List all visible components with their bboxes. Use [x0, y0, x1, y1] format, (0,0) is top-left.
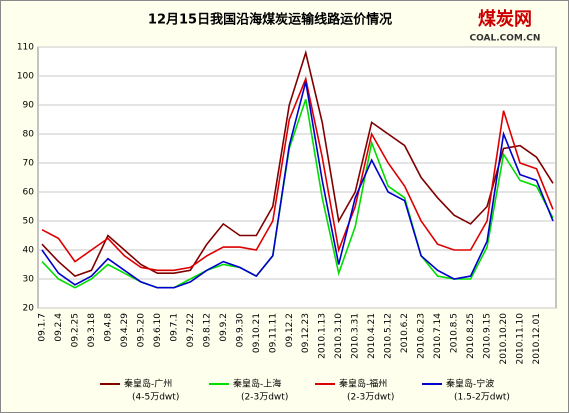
- x-tick-label: 09.7.22: [186, 313, 196, 347]
- x-tick-label: 2010.5.12: [384, 313, 394, 359]
- x-tick-label: 09.3.18: [87, 313, 97, 348]
- x-tick-label: 09.4.29: [120, 313, 130, 348]
- legend-note: (4-5万dwt): [132, 393, 179, 403]
- legend-note: (2-3万dwt): [347, 393, 394, 403]
- logo-url: COAL.COM.CN: [470, 34, 541, 44]
- logo-name: 煤炭网: [478, 8, 532, 30]
- chart-title: 12月15日我国沿海煤炭运输线路运价情况: [148, 12, 392, 28]
- y-tick-label: 90: [23, 101, 35, 111]
- x-tick-label: 2010.8.25: [466, 313, 476, 359]
- x-tick-label: 2010.3.10: [334, 313, 344, 359]
- legend-label: 秦皇岛-广州: [124, 378, 172, 390]
- y-tick-label: 70: [23, 159, 35, 169]
- legend-label: 秦皇岛-上海: [233, 378, 281, 390]
- x-tick-label: 2010.1.13: [318, 313, 328, 359]
- y-tick-label: 30: [23, 275, 35, 285]
- x-tick-label: 2010.6.23: [417, 313, 427, 359]
- legend-note: (2-3万dwt): [241, 393, 288, 403]
- series-line: [41, 98, 554, 289]
- x-tick-label: 09.12.23: [301, 313, 311, 353]
- legend-note: (1.5-2万dwt): [454, 393, 510, 403]
- y-tick-label: 50: [23, 217, 35, 227]
- x-tick-label: 09.8.12: [202, 313, 212, 347]
- legend-label: 秦皇岛-宁波: [446, 378, 494, 390]
- x-tick-label: 09.12.2: [285, 313, 295, 347]
- x-tick-label: 09.7.1: [169, 313, 179, 342]
- y-tick-label: 40: [23, 246, 35, 256]
- plot-area: [37, 46, 557, 309]
- x-tick-label: 09.11.11: [268, 313, 278, 353]
- legend-label: 秦皇岛-福州: [339, 378, 387, 390]
- x-tick-label: 09.4.8: [103, 313, 113, 342]
- x-tick-label: 09.1.7: [38, 313, 48, 342]
- x-tick-label: 2010.6.2: [400, 313, 410, 353]
- series-line: [41, 76, 554, 272]
- y-tick-label: 60: [23, 188, 35, 198]
- x-tick-label: 09.10.21: [252, 313, 262, 353]
- y-tick-label: 100: [17, 72, 34, 82]
- x-tick-label: 2010.11.10: [516, 313, 526, 365]
- x-tick-label: 09.2.4: [54, 313, 64, 342]
- series-line: [41, 81, 554, 289]
- x-tick-label: 09.2.25: [70, 313, 80, 347]
- x-tick-label: 2010.7.14: [433, 313, 443, 359]
- y-tick-label: 20: [23, 304, 35, 314]
- x-tick-label: 2010.8.5: [450, 313, 460, 353]
- x-tick-label: 09.9.30: [235, 313, 245, 348]
- x-tick-label: 09.6.10: [153, 313, 163, 348]
- x-tick-label: 2010.9.15: [483, 313, 493, 359]
- y-tick-label: 110: [17, 43, 34, 53]
- x-tick-label: 2010.4.21: [367, 313, 377, 359]
- x-tick-label: 2010.3.31: [351, 313, 361, 359]
- x-tick-label: 09.5.20: [136, 313, 146, 348]
- x-tick-label: 09.9.2: [219, 313, 229, 342]
- series-line: [41, 49, 554, 278]
- x-tick-label: 2010.10.20: [499, 313, 509, 365]
- x-tick-label: 2010.12.01: [532, 313, 542, 365]
- y-tick-label: 80: [23, 130, 35, 140]
